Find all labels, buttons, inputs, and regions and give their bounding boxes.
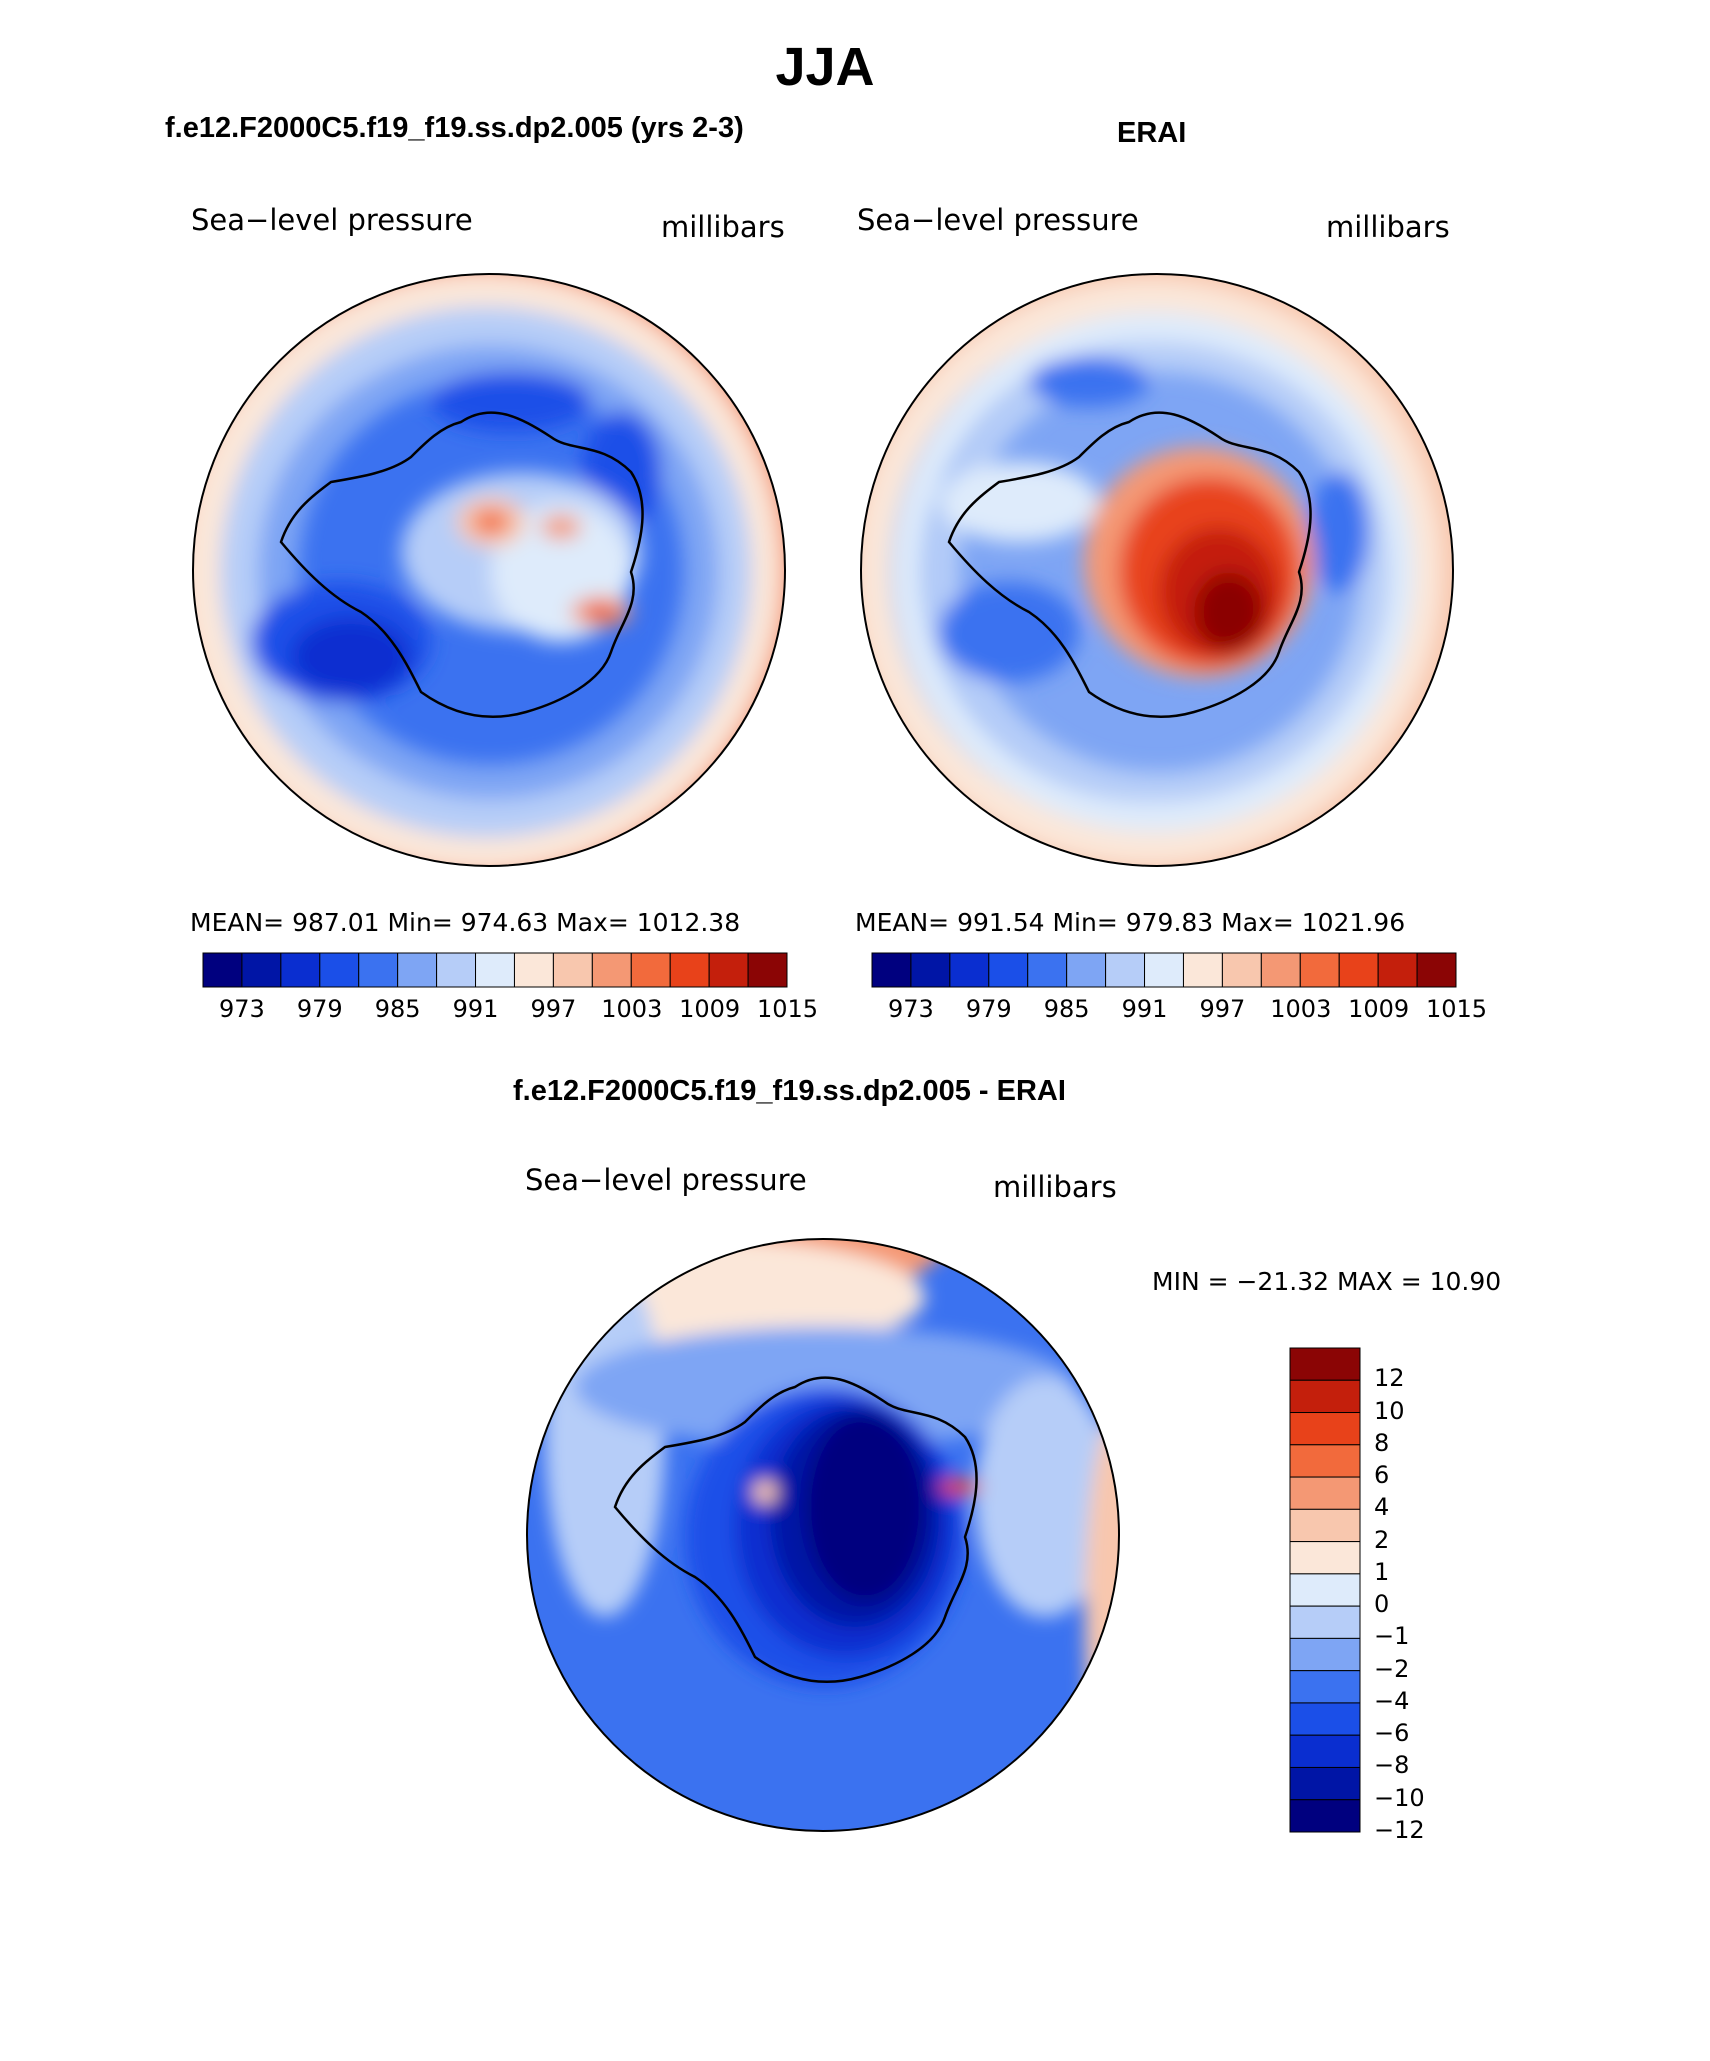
panel-model-variable: Sea−level pressure — [191, 203, 473, 237]
colorbar-tick-label: 991 — [452, 995, 499, 1023]
panel-model-stats: MEAN= 987.01 Min= 974.63 Max= 1012.38 — [190, 908, 741, 937]
colorbar-swatch — [1289, 1605, 1361, 1639]
colorbar-swatch — [747, 952, 788, 988]
colorbar-tick-label: 1 — [1374, 1557, 1390, 1586]
colorbar-tick-label: 8 — [1374, 1428, 1390, 1457]
colorbar-tick-label: −1 — [1374, 1622, 1410, 1651]
colorbar-swatch — [202, 952, 243, 988]
colorbar-model — [202, 952, 788, 988]
colorbar-swatch — [591, 952, 632, 988]
colorbar-swatch — [1416, 952, 1457, 988]
colorbar-tick-label: 997 — [530, 995, 577, 1023]
colorbar-tick-label: 0 — [1374, 1590, 1390, 1619]
colorbar-swatch — [1289, 1670, 1361, 1704]
colorbar-swatch — [910, 952, 951, 988]
colorbar-swatch — [513, 952, 554, 988]
panel-diff-header: f.e12.F2000C5.f19_f19.ss.dp2.005 - ERAI — [513, 1075, 1066, 1107]
panel-obs-header: ERAI — [1117, 117, 1187, 149]
colorbar-swatch — [1377, 952, 1418, 988]
colorbar-swatch — [1289, 1799, 1361, 1833]
colorbar-tick-label: 973 — [219, 995, 265, 1023]
colorbar-swatch — [708, 952, 749, 988]
colorbar-swatch — [871, 952, 912, 988]
colorbar-swatch — [1289, 1766, 1361, 1801]
colorbar-tick-label: −10 — [1374, 1783, 1425, 1812]
colorbar-tick-label: −8 — [1374, 1751, 1410, 1780]
colorbar-tick-label: 979 — [965, 995, 1012, 1023]
colorbar-swatch — [397, 952, 438, 988]
panel-model-header: f.e12.F2000C5.f19_f19.ss.dp2.005 (yrs 2-… — [165, 112, 744, 144]
colorbar-tick-label: −12 — [1374, 1816, 1425, 1844]
colorbar-tick-label: 10 — [1374, 1396, 1405, 1425]
colorbar-swatch — [1289, 1379, 1361, 1414]
colorbar-tick-label: 979 — [296, 995, 343, 1023]
map-model — [192, 273, 786, 867]
colorbar-tick-label: 997 — [1199, 995, 1246, 1023]
panel-obs-variable: Sea−level pressure — [857, 203, 1139, 237]
colorbar-tick-label: 12 — [1374, 1364, 1405, 1393]
colorbar-swatch — [988, 952, 1029, 988]
colorbar-swatch — [1289, 1508, 1361, 1543]
colorbar-tick-label: 4 — [1374, 1493, 1390, 1522]
colorbar-swatch — [1289, 1347, 1361, 1381]
panel-model-units: millibars — [661, 210, 785, 244]
colorbar-swatch — [475, 952, 515, 988]
colorbar-tick-label: 985 — [1043, 995, 1090, 1023]
colorbar-tick-label: 985 — [374, 995, 421, 1023]
colorbar-swatch — [1299, 952, 1340, 988]
colorbar-swatch — [319, 952, 360, 988]
colorbar-swatch — [1182, 952, 1223, 988]
panel-obs-stats: MEAN= 991.54 Min= 979.83 Max= 1021.96 — [855, 908, 1406, 937]
colorbar-tick-label: 1015 — [1426, 995, 1488, 1023]
panel-diff-units: millibars — [993, 1170, 1117, 1204]
colorbar-swatch — [1289, 1476, 1361, 1510]
colorbar-swatch — [1289, 1702, 1361, 1736]
colorbar-swatch — [949, 952, 990, 988]
colorbar-swatch — [552, 952, 593, 988]
panel-diff-variable: Sea−level pressure — [525, 1163, 807, 1197]
colorbar-swatch — [1338, 952, 1379, 988]
panel-diff-stats: MIN = −21.32 MAX = 10.90 — [1152, 1267, 1502, 1296]
colorbar-swatch — [241, 952, 282, 988]
colorbar-swatch — [669, 952, 710, 988]
colorbar-swatch — [1260, 952, 1301, 988]
colorbar-tick-label: −4 — [1374, 1686, 1410, 1715]
colorbar-swatch — [436, 952, 477, 988]
colorbar-swatch — [1221, 952, 1262, 988]
map-obs — [860, 273, 1454, 867]
colorbar-swatch — [280, 952, 321, 988]
panel-obs-units: millibars — [1326, 210, 1450, 244]
colorbar-tick-label: 1003 — [1270, 995, 1332, 1023]
colorbar-swatch — [1289, 1573, 1361, 1607]
colorbar-tick-label: 973 — [888, 995, 934, 1023]
colorbar-tick-label: 1003 — [601, 995, 663, 1023]
colorbar-swatch — [358, 952, 399, 988]
colorbar-swatch — [1105, 952, 1146, 988]
page-title: JJA — [775, 37, 875, 97]
colorbar-swatch — [1027, 952, 1068, 988]
colorbar-tick-label: 1015 — [757, 995, 819, 1023]
colorbar-swatch — [1289, 1412, 1361, 1446]
colorbar-tick-label: 2 — [1374, 1525, 1390, 1554]
colorbar-swatch — [630, 952, 671, 988]
colorbar-obs — [871, 952, 1457, 988]
colorbar-tick-label: 991 — [1121, 995, 1168, 1023]
colorbar-tick-label: 1009 — [1348, 995, 1410, 1023]
colorbar-swatch — [1289, 1637, 1361, 1672]
colorbar-swatch — [1289, 1444, 1361, 1478]
colorbar-tick-label: −6 — [1374, 1719, 1410, 1748]
colorbar-diff — [1289, 1347, 1361, 1833]
colorbar-tick-label: 1009 — [679, 995, 741, 1023]
colorbar-swatch — [1289, 1541, 1361, 1575]
colorbar-tick-label: 6 — [1374, 1461, 1390, 1490]
colorbar-swatch — [1066, 952, 1107, 988]
map-diff — [526, 1238, 1120, 1832]
colorbar-swatch — [1289, 1734, 1361, 1768]
colorbar-swatch — [1144, 952, 1184, 988]
colorbar-tick-label: −2 — [1374, 1654, 1410, 1683]
